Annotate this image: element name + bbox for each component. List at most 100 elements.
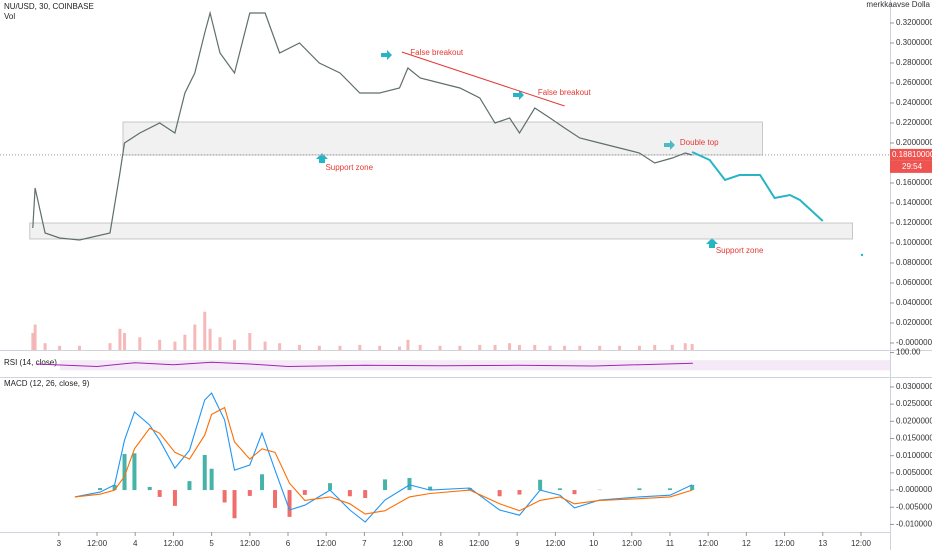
macd-histogram-bar bbox=[407, 478, 412, 491]
volume-bar bbox=[378, 345, 382, 350]
macd-histogram-bar bbox=[667, 488, 672, 491]
y-tick-label: -0.00000000 bbox=[896, 338, 932, 347]
macd-histogram-bar bbox=[209, 468, 214, 491]
volume-title: Vol bbox=[4, 12, 15, 21]
x-tick-label: 6 bbox=[286, 539, 291, 548]
volume-bar bbox=[138, 337, 142, 350]
x-tick-label: 12:00 bbox=[163, 539, 184, 548]
rsi-title: RSI (14, close) bbox=[4, 358, 57, 367]
volume-bar bbox=[637, 345, 641, 350]
macd-histogram-bar bbox=[538, 479, 543, 491]
x-tick-label: 12:00 bbox=[545, 539, 566, 548]
macd-histogram-bar bbox=[428, 486, 433, 491]
x-tick-label: 13 bbox=[818, 539, 827, 548]
volume-bar bbox=[683, 343, 687, 350]
y-tick-label: -0.00000000 bbox=[896, 485, 932, 494]
volume-bar bbox=[563, 345, 567, 350]
macd-histogram-bar bbox=[467, 488, 472, 491]
annotation: Support zone bbox=[325, 163, 373, 172]
trend-line bbox=[401, 51, 565, 107]
countdown-box bbox=[890, 160, 932, 173]
volume-bar bbox=[218, 337, 222, 350]
volume-bar bbox=[193, 324, 197, 350]
macd-histogram-bar bbox=[147, 486, 152, 491]
macd-line bbox=[74, 392, 693, 523]
macd-histogram-bar bbox=[260, 474, 265, 491]
macd-histogram-bar bbox=[637, 488, 642, 491]
volume-bar bbox=[338, 345, 342, 350]
macd-histogram-bar bbox=[187, 481, 192, 491]
macd-histogram-bar bbox=[98, 488, 103, 491]
annotation: Support zone bbox=[716, 246, 764, 255]
volume-bar bbox=[158, 339, 162, 350]
currency-note: merkkaavse Dolla bbox=[866, 0, 930, 9]
rsi-line bbox=[35, 361, 693, 368]
macd-title: MACD (12, 26, close, 9) bbox=[4, 379, 90, 388]
volume-bar bbox=[77, 345, 81, 350]
macd-line bbox=[74, 406, 693, 515]
macd-histogram-bar bbox=[112, 484, 117, 491]
volume-bar bbox=[203, 311, 207, 350]
x-tick-label: 12:00 bbox=[87, 539, 108, 548]
volume-bar bbox=[358, 344, 362, 350]
volume-bar bbox=[653, 344, 657, 350]
macd-histogram-bar bbox=[247, 490, 252, 496]
volume-bar bbox=[548, 345, 552, 350]
projection-line bbox=[691, 151, 824, 222]
x-tick-label: 12:00 bbox=[240, 539, 261, 548]
macd-histogram-bar bbox=[202, 455, 207, 491]
volume-bar bbox=[278, 343, 282, 350]
volume-bar bbox=[118, 328, 122, 350]
volume-bar bbox=[618, 345, 622, 350]
x-tick-label: 7 bbox=[362, 539, 367, 548]
macd-histogram-bar bbox=[557, 488, 562, 491]
volume-bar bbox=[578, 345, 582, 350]
price-line bbox=[32, 10, 693, 241]
x-tick-label: 12 bbox=[742, 539, 751, 548]
volume-bar bbox=[438, 345, 442, 350]
volume-bar bbox=[493, 344, 497, 350]
x-tick-label: 9 bbox=[515, 539, 520, 548]
volume-bar bbox=[533, 344, 537, 350]
macd-histogram-bar bbox=[572, 490, 577, 495]
volume-bar bbox=[208, 328, 212, 350]
volume-bar bbox=[233, 339, 237, 350]
macd-histogram-bar bbox=[157, 490, 162, 497]
volume-bar bbox=[123, 333, 127, 350]
annotation: False breakout bbox=[538, 88, 592, 97]
macd-histogram-bar bbox=[273, 490, 278, 508]
volume-bar bbox=[43, 343, 47, 350]
volume-bar bbox=[297, 344, 301, 350]
volume-bar bbox=[173, 341, 177, 350]
macd-histogram-bar bbox=[287, 490, 292, 517]
x-tick-label: 12:00 bbox=[622, 539, 643, 548]
symbol-title: NU/USD, 30, COINBASE bbox=[4, 2, 94, 11]
annotation: Double top bbox=[680, 138, 719, 147]
volume-bar bbox=[458, 345, 462, 350]
x-tick-label: 5 bbox=[209, 539, 214, 548]
volume-bar bbox=[183, 334, 187, 350]
macd-histogram-bar bbox=[363, 490, 368, 498]
volume-bar bbox=[58, 345, 62, 350]
x-tick-label: 8 bbox=[439, 539, 444, 548]
x-tick-label: 4 bbox=[133, 539, 138, 548]
macd-histogram-bar bbox=[122, 453, 127, 491]
macd-histogram-bar bbox=[690, 484, 695, 491]
volume-bar bbox=[31, 333, 35, 350]
volume-bar bbox=[690, 344, 694, 350]
